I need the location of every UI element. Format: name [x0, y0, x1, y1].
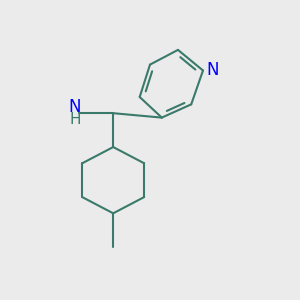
Text: N: N [206, 61, 219, 80]
Text: H: H [69, 112, 81, 127]
Text: N: N [69, 98, 81, 116]
